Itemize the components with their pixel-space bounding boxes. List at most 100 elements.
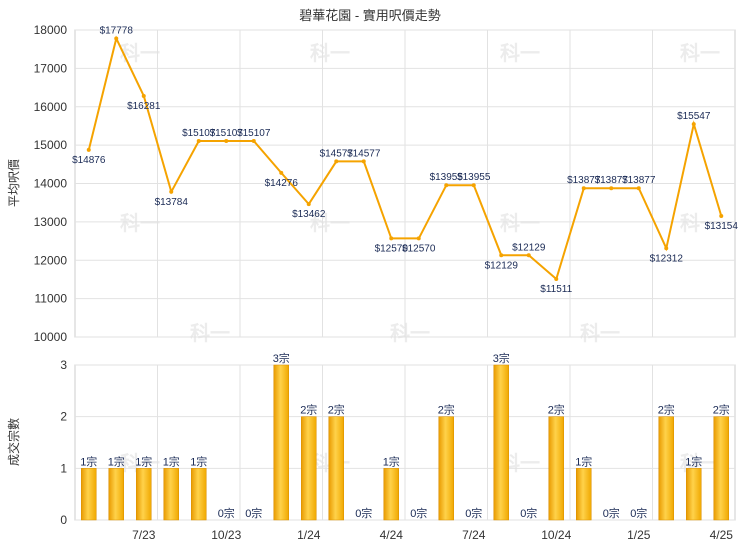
line-y-tick-label: 11000 <box>35 292 68 306</box>
price-point <box>361 159 366 164</box>
price-point-label: $14577 <box>347 148 381 159</box>
watermark-text: 科一 <box>190 321 230 345</box>
transaction-bar <box>108 468 124 521</box>
price-point <box>664 246 669 251</box>
line-y-tick-label: 13000 <box>34 215 68 229</box>
x-tick-label: 1/25 <box>627 528 651 542</box>
line-y-tick-label: 10000 <box>34 330 68 344</box>
price-point <box>334 159 339 164</box>
bar-series: 1宗 1宗 1宗 1宗 1宗 0宗 0宗 3宗 2宗 2宗 0宗 1宗 0宗 2宗 0宗 3宗 0宗 2宗 1宗 0宗… <box>80 351 730 521</box>
watermark-text: 科一 <box>500 211 540 235</box>
price-point-label: $14276 <box>265 178 299 189</box>
price-point-label: $12129 <box>512 242 546 253</box>
line-chart-axis: 10000 11000 12000 13000 14000 15000 16000 17000… <box>34 23 68 344</box>
transaction-bar-label: 1宗 <box>383 454 400 468</box>
watermark-text: 科一 <box>120 41 160 65</box>
bar-y-tick-label: 1 <box>60 461 67 475</box>
chart-title: 碧華花園 - 實用呎價走勢 <box>299 8 441 23</box>
price-point-label: $12129 <box>485 260 519 271</box>
price-point <box>114 36 119 41</box>
transaction-bar-label: 0宗 <box>603 506 620 520</box>
bar-chart-axis: 0 1 2 3 7/23 10/23 1/24 4/24 7/24 10/24 1/25 4/25 <box>60 358 733 542</box>
watermark-text: 科一 <box>310 211 350 235</box>
price-point-label: $12570 <box>375 243 409 254</box>
price-point-label: $15547 <box>677 111 711 122</box>
line-y-tick-label: 17000 <box>34 61 68 75</box>
transaction-bar <box>273 364 289 521</box>
transaction-bar <box>191 468 207 521</box>
transaction-bar-label: 0宗 <box>245 506 262 520</box>
watermark-text: 科一 <box>310 41 350 65</box>
price-point-label: $13462 <box>292 209 326 220</box>
transaction-bar-label: 1宗 <box>108 454 125 468</box>
transaction-bar-label: 1宗 <box>575 454 592 468</box>
watermark-text: 科一 <box>500 41 540 65</box>
transaction-bar-label: 2宗 <box>658 403 675 417</box>
line-y-tick-label: 18000 <box>34 23 68 37</box>
price-point <box>141 93 146 98</box>
x-tick-label: 10/24 <box>541 528 571 542</box>
watermark-layer: 科一科一科一科一科一科一科一科一科一科一科一科一科一科一科一 <box>120 41 720 475</box>
price-point <box>499 253 504 258</box>
transaction-bar-label: 2宗 <box>548 403 565 417</box>
price-point <box>609 186 614 191</box>
price-point <box>719 213 724 218</box>
transaction-bar <box>383 468 399 521</box>
x-tick-label: 10/23 <box>211 528 241 542</box>
transaction-bar-label: 2宗 <box>300 403 317 417</box>
bar-y-tick-label: 2 <box>60 410 67 424</box>
transaction-bar-label: 1宗 <box>685 454 702 468</box>
transaction-bar-label: 3宗 <box>493 351 510 365</box>
bar-y-tick-label: 3 <box>60 358 67 372</box>
transaction-bar-label: 0宗 <box>630 506 647 520</box>
transaction-bar <box>576 468 592 521</box>
price-point <box>636 186 641 191</box>
transaction-bar-label: 0宗 <box>218 506 235 520</box>
price-point-label: $12570 <box>402 243 436 254</box>
price-point <box>581 186 586 191</box>
price-point <box>389 236 394 241</box>
transaction-bar <box>713 416 729 521</box>
bar-chart-ylabel: 成交宗數 <box>6 418 21 466</box>
price-point <box>196 139 201 144</box>
price-point <box>554 277 559 282</box>
transaction-bar <box>328 416 344 521</box>
transaction-bar-label: 0宗 <box>465 506 482 520</box>
watermark-text: 科一 <box>680 41 720 65</box>
price-point-label: $14876 <box>72 155 106 166</box>
x-tick-label: 1/24 <box>297 528 321 542</box>
transaction-bar-label: 2宗 <box>328 403 345 417</box>
price-point <box>251 139 256 144</box>
transaction-bar-label: 1宗 <box>163 454 180 468</box>
transaction-bar <box>493 364 509 521</box>
transaction-bar-label: 3宗 <box>273 351 290 365</box>
price-point-label: $13154 <box>705 221 739 232</box>
transaction-bar <box>136 468 152 521</box>
price-point-label: $14577 <box>320 148 354 159</box>
price-point <box>169 189 174 194</box>
transaction-bar-label: 2宗 <box>713 403 730 417</box>
transaction-bar-label: 0宗 <box>355 506 372 520</box>
price-point-label: $15107 <box>210 128 244 139</box>
transaction-bar <box>548 416 564 521</box>
price-point <box>86 147 91 152</box>
x-tick-label: 4/25 <box>710 528 734 542</box>
line-y-tick-label: 12000 <box>34 253 68 267</box>
price-line <box>87 35 723 281</box>
price-point-label: $13955 <box>430 172 464 183</box>
transaction-bar <box>658 416 674 521</box>
transaction-bar-label: 0宗 <box>410 506 427 520</box>
transaction-bar-label: 1宗 <box>80 454 97 468</box>
price-point-label: $13955 <box>457 172 491 183</box>
transaction-bar-label: 0宗 <box>520 506 537 520</box>
transaction-bar <box>686 468 702 521</box>
price-point <box>279 170 284 175</box>
line-chart-ylabel: 平均呎價 <box>7 159 21 207</box>
price-point-label: $13877 <box>567 175 601 186</box>
price-point <box>526 253 531 258</box>
price-point-label: $13784 <box>155 197 189 208</box>
line-series: $14876$17778$16281$13784$15107$15107$151… <box>72 26 738 295</box>
price-point-label: $13877 <box>595 175 629 186</box>
